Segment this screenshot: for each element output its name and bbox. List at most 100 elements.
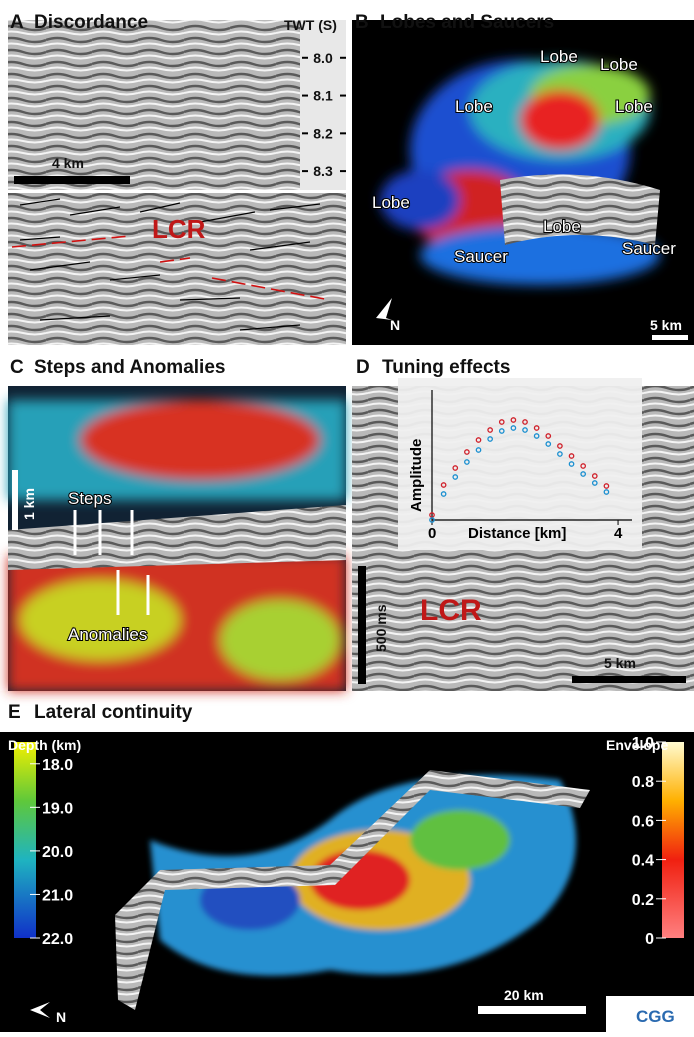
scale-bar (12, 470, 18, 530)
data-point (440, 482, 447, 488)
tick-label: 0 (645, 931, 654, 948)
panel-letter: D (356, 357, 370, 378)
interpretation-lines (19, 198, 321, 331)
scale-bar-label: 4 km (52, 155, 84, 171)
panel-title: Discordance (34, 12, 148, 33)
data-point (533, 433, 540, 439)
amplitude-map (8, 400, 346, 691)
tick-label: 0.2 (632, 892, 654, 909)
data-point (591, 473, 598, 479)
tick-label: 8.2 (313, 125, 333, 141)
colorbar-label: Envelope (606, 737, 668, 753)
panel-letter: E (8, 702, 21, 723)
scale-bar-label: 5 km (604, 655, 636, 671)
data-point (557, 443, 563, 449)
tick-label: 20.0 (42, 844, 73, 861)
tick-label: 8.0 (313, 50, 333, 66)
tick-label: 19.0 (42, 800, 73, 817)
annotation: LCR (152, 214, 206, 244)
data-point (487, 427, 493, 433)
tick-label: 8.3 (313, 163, 333, 179)
seismic-image (8, 193, 346, 345)
data-point (568, 461, 575, 467)
data-point (498, 428, 505, 434)
map-label: Saucer (454, 247, 508, 266)
data-point (510, 417, 517, 423)
map-label: Saucer (622, 239, 676, 258)
data-point (545, 441, 552, 447)
tick-label: 8.1 (313, 88, 333, 104)
envelope-map (150, 775, 576, 976)
data-point (557, 451, 563, 457)
scale-bar-label: 20 km (504, 987, 544, 1003)
data-point (568, 453, 575, 459)
scale-bar (14, 176, 130, 184)
data-point (475, 447, 482, 453)
map-label: Lobe (372, 193, 410, 212)
tick-label: 4 (614, 525, 623, 542)
seismic-section (500, 174, 660, 245)
axis-label: Distance [km] (468, 525, 566, 542)
seismic-section (8, 505, 346, 570)
axis-label: TWT (S) (284, 17, 337, 33)
scale-bar-label: 500 ms (373, 604, 389, 652)
map-label: Lobe (615, 97, 653, 116)
map-label: Lobe (600, 55, 638, 74)
north-label: N (56, 1009, 66, 1025)
tick-label: 21.0 (42, 887, 73, 904)
data-point (498, 419, 505, 425)
tick-label: 1.0 (632, 735, 654, 752)
tick-label: 0.4 (632, 853, 654, 870)
twt-strip (300, 20, 346, 190)
data-point (475, 437, 482, 443)
data-point (510, 425, 517, 431)
data-point (522, 427, 528, 433)
data-point (580, 471, 587, 477)
map-label: Lobe (455, 97, 493, 116)
scale-bar (478, 1006, 586, 1014)
seismic-image (8, 20, 300, 190)
north-label: N (390, 317, 400, 333)
scale-bar-label: 1 km (21, 488, 37, 520)
scale-bar (652, 335, 688, 340)
data-point (580, 463, 587, 469)
data-point (591, 480, 598, 486)
panel-letter: A (10, 12, 24, 33)
panel-title: Tuning effects (382, 357, 510, 378)
map-label: Anomalies (68, 625, 147, 644)
labels: A Discordance TWT (S) 4 km LCR B Lobes a… (8, 12, 682, 1026)
north-arrow (376, 298, 392, 320)
colorbar-label: Depth (km) (8, 737, 81, 753)
panel-letter: C (10, 357, 24, 378)
annotation: LCR (420, 594, 482, 627)
data-point (440, 491, 447, 497)
colorbar (662, 742, 684, 938)
scale-bar (358, 566, 366, 684)
data-point (452, 465, 459, 471)
lcr-horizon (11, 235, 331, 301)
scale-bar (572, 676, 686, 683)
inset-background (398, 378, 642, 550)
map-label: Lobe (543, 217, 581, 236)
tick-label: 0.6 (632, 813, 654, 830)
arrows (73, 510, 150, 615)
data-point (603, 489, 610, 495)
map-label: Lobe (540, 47, 578, 66)
data-point (487, 436, 493, 442)
colorbar (14, 742, 36, 938)
inset-chart: 0 4 Distance [km] Amplitude (408, 390, 632, 542)
data-point (464, 449, 470, 455)
tick-label: 22.0 (42, 931, 73, 948)
panel-letter: B (355, 12, 369, 33)
data-point (533, 425, 540, 431)
panel-title: Lobes and Saucers (380, 12, 554, 33)
logo: CGG (636, 1007, 675, 1026)
data-point (545, 433, 552, 439)
tick-label: 18.0 (42, 757, 73, 774)
data-point (603, 483, 610, 489)
scale-bar-label: 5 km (650, 317, 682, 333)
north-arrow (30, 1002, 50, 1018)
logo-background (606, 996, 694, 1032)
